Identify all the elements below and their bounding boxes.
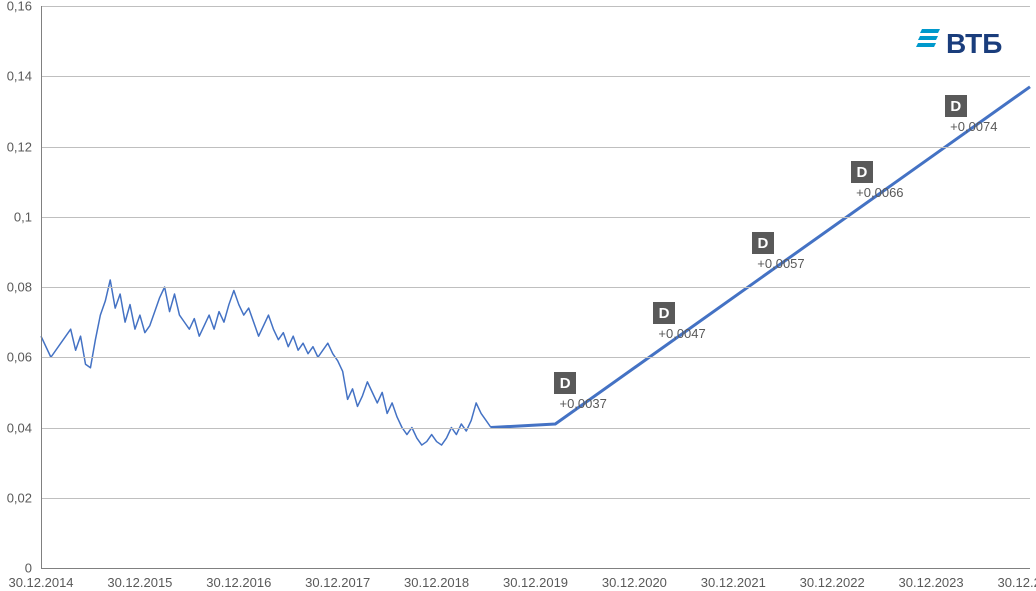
dividend-label: +0,0074 [950,119,997,134]
x-axis-line [41,568,1030,569]
x-tick-label: 30.12.2016 [206,575,271,590]
y-tick-label: 0,04 [7,420,32,435]
dividend-label: +0,0047 [658,326,705,341]
x-tick-label: 30.12.2017 [305,575,370,590]
dividend-marker: D [652,301,676,325]
chart-container: ВТБ 0 0,02 0,04 0,06 0,08 0,1 0,12 0,14 0,16 30.1… [0,0,1036,591]
x-tick-label: 30.12.2015 [107,575,172,590]
y-tick-label: 0,1 [14,209,32,224]
x-tick-label: 30.12.2020 [602,575,667,590]
dividend-marker: D [944,94,968,118]
grid-line [41,357,1030,358]
y-tick-label: 0,02 [7,490,32,505]
x-tick-label: 30.12.2022 [800,575,865,590]
dividend-label: +0,0037 [559,396,606,411]
x-tick-label: 30.12.2021 [701,575,766,590]
y-tick-label: 0,16 [7,0,32,14]
grid-line [41,217,1030,218]
y-tick-label: 0,06 [7,350,32,365]
y-tick-label: 0 [25,561,32,576]
vtb-logo: ВТБ [916,25,1026,70]
dividend-label: +0,0057 [757,256,804,271]
y-tick-label: 0,08 [7,280,32,295]
plot-svg [0,0,1036,591]
grid-line [41,6,1030,7]
x-tick-label: 30.12.2019 [503,575,568,590]
grid-line [41,76,1030,77]
grid-line [41,147,1030,148]
x-tick-label: 30.12.2014 [8,575,73,590]
dividend-marker: D [850,160,874,184]
y-tick-label: 0,14 [7,69,32,84]
y-tick-label: 0,12 [7,139,32,154]
dividend-label: +0,0066 [856,185,903,200]
x-tick-label: 30.12.2024 [997,575,1036,590]
grid-line [41,287,1030,288]
x-tick-label: 30.12.2023 [899,575,964,590]
grid-line [41,428,1030,429]
grid-line [41,498,1030,499]
price-line [41,280,491,445]
dividend-marker: D [751,231,775,255]
dividend-marker: D [553,371,577,395]
y-axis-line [41,6,42,568]
x-tick-label: 30.12.2018 [404,575,469,590]
vtb-logo-svg: ВТБ [916,25,1026,65]
svg-text:ВТБ: ВТБ [946,28,1002,59]
